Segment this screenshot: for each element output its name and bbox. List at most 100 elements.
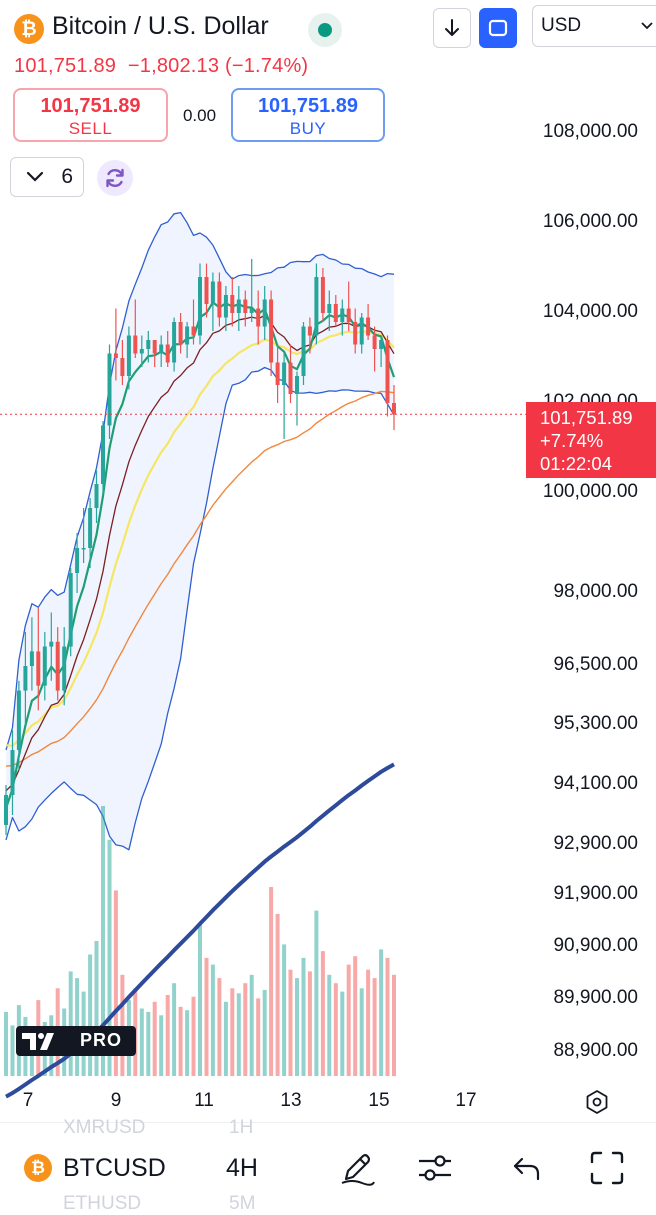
candle [94,470,99,523]
candle-body [75,548,80,573]
candle-body [359,317,364,345]
candle-body [159,344,164,354]
candle-body [126,335,131,376]
market-status-icon[interactable] [308,13,342,47]
price-axis-label: 94,100.00 [553,773,638,794]
prev-symbol-ghost: XMRUSD [63,1117,146,1138]
candle [126,326,131,390]
chart-settings-button[interactable] [583,1088,611,1121]
candle [75,533,80,593]
candle-body [288,362,293,394]
symbol-title[interactable]: Bitcoin / U.S. Dollar [52,12,269,40]
pen-icon [341,1154,375,1186]
candle-body [55,641,60,691]
volume-bar [217,978,222,1076]
volume-bar [107,839,112,1077]
indicators-toggle[interactable]: 6 [10,157,84,197]
candle [178,313,183,354]
candle [385,335,390,417]
volume-bar [10,1025,15,1076]
sell-label: SELL [68,119,113,138]
candle [333,295,338,327]
layout-icon [488,19,508,37]
chart-layout-button[interactable] [479,8,517,48]
price-chart[interactable] [0,0,656,1120]
candle-body [282,362,287,385]
volume-bar [359,988,364,1077]
candle [295,371,299,426]
candle-body [172,322,177,363]
candle-body [165,344,170,363]
price-axis-label: 104,000.00 [542,301,638,322]
candle [88,498,93,568]
undo-button[interactable] [510,1153,544,1188]
candle-body [107,353,112,426]
bollinger-lower-line [5,366,395,851]
candle-body [4,795,8,825]
bollinger-upper-line [5,211,395,751]
candle-body [146,340,151,349]
candle [152,340,157,367]
volume-bar [236,993,241,1076]
tradingview-logo-icon [16,1026,136,1056]
volume-bar [191,996,196,1076]
volume-bars [4,806,396,1077]
price-axis-label: 96,500.00 [553,654,638,675]
settings-hexagon-icon [586,1090,608,1114]
candle [23,631,28,725]
volume-bar [146,1011,151,1076]
currency-select[interactable]: USD [532,5,656,47]
candle [133,299,138,358]
currency-value: USD [541,15,582,36]
drawing-tools-button[interactable] [338,1149,376,1192]
candle [62,627,67,706]
buy-price: 101,751.89 [257,95,359,117]
indicator-settings-button[interactable] [416,1151,454,1190]
candle [249,259,254,322]
price-axis-label: 106,000.00 [542,211,638,232]
time-axis-label: 9 [110,1090,122,1111]
price-axis-label: 98,000.00 [553,581,638,602]
volume-bar [288,969,293,1076]
symbol-selector[interactable]: BTCUSD [63,1154,166,1182]
candle-body [36,651,41,686]
download-button[interactable] [433,8,471,48]
volume-bar [68,971,73,1076]
candle [172,317,177,372]
price-axis-label: 100,000.00 [542,481,638,502]
bottom-toolbar: XMRUSD 1H ₿ BTCUSD 4H ETHUSD 5M [0,1117,656,1214]
candle-body [23,666,28,691]
volume-bar [152,1001,157,1077]
candle [366,304,371,340]
volume-bar [139,1008,144,1076]
volume-bar [333,983,338,1076]
fullscreen-button[interactable] [588,1149,626,1192]
candles [4,259,396,835]
candle-body [139,349,144,354]
sync-button[interactable] [97,160,133,196]
sell-button[interactable]: 101,751.89 SELL [13,88,168,142]
timeframe-selector[interactable]: 4H [226,1154,258,1182]
tradingview-logo: PRO [16,1026,136,1056]
volume-bar [275,914,280,1076]
candle [81,508,86,563]
candle [307,317,312,354]
candle [165,331,170,367]
candle [185,322,190,358]
sliders-icon [419,1155,451,1181]
volume-bar [204,957,209,1076]
candle-body [301,326,306,376]
candle-body [152,340,157,354]
volume-bar [165,995,170,1076]
candle [269,290,274,376]
candle-body [49,641,54,647]
volume-bar [210,964,215,1076]
candle-body [385,340,390,403]
candle-body [101,425,105,484]
candle-body [295,376,299,394]
prev-tf-ghost: 1H [229,1117,254,1138]
candle-body [81,548,86,550]
volume-bar [230,988,235,1077]
candle [262,286,267,340]
buy-button[interactable]: 101,751.89 BUY [231,88,385,142]
